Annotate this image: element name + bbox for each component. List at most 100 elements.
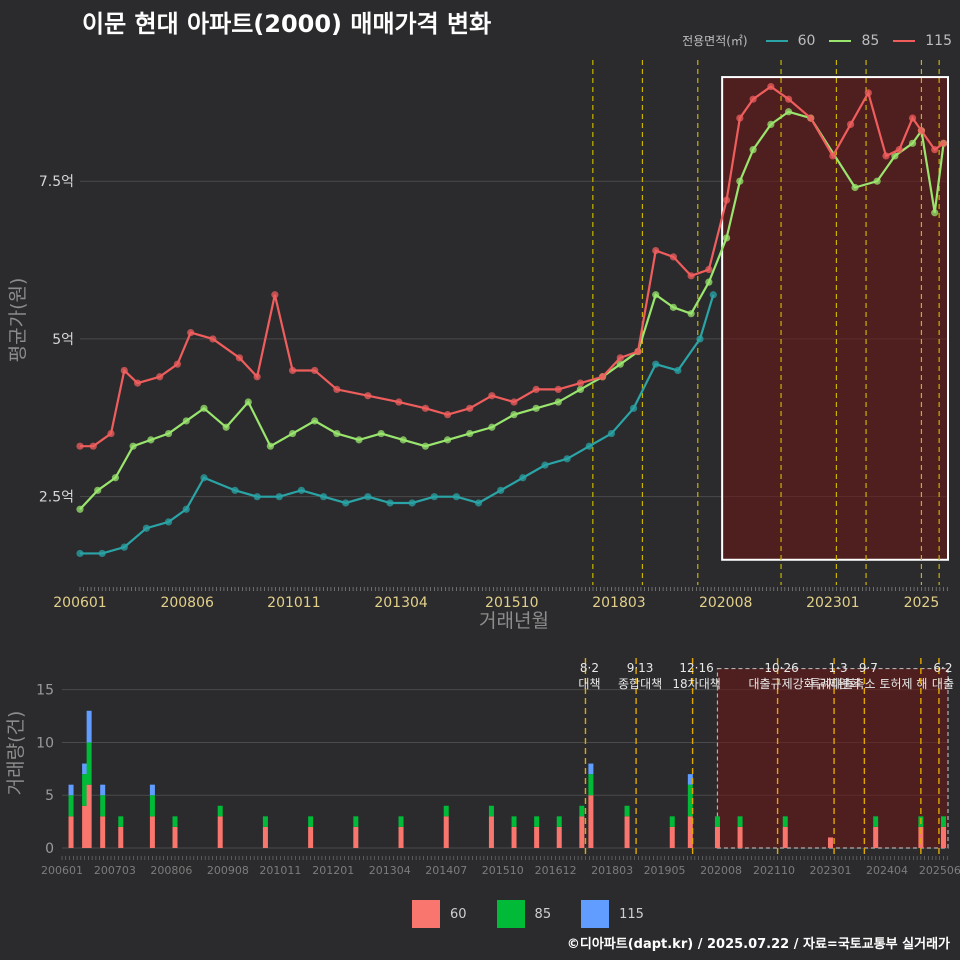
point-85 — [652, 291, 660, 299]
point-85 — [891, 152, 899, 160]
x-tick-label: 200806 — [160, 595, 214, 611]
point-85 — [182, 417, 190, 425]
point-115 — [846, 120, 855, 129]
point-115 — [917, 127, 926, 135]
x-tick-label: 201304 — [374, 595, 428, 611]
bar-85 — [669, 816, 675, 827]
bar-115 — [687, 774, 693, 785]
point-85 — [722, 234, 731, 242]
point-85 — [576, 385, 585, 394]
point-115 — [749, 95, 757, 103]
price-chart: 2.5억 5억 7.5억 200601 200806 201011 201304 201510… — [7, 60, 950, 632]
policy-date: 10·26 — [764, 661, 798, 675]
bar-60 — [308, 826, 314, 848]
volume-legend-swatch-115 — [581, 900, 610, 928]
bar-85 — [940, 816, 946, 827]
bar-85 — [308, 816, 314, 827]
point-115 — [133, 379, 142, 387]
bar-85 — [534, 816, 540, 827]
bar-85 — [687, 784, 693, 817]
point-115 — [939, 139, 948, 147]
bar-60 — [68, 816, 74, 848]
point-85 — [510, 411, 518, 419]
y-tick-label: 2.5억 — [39, 490, 74, 506]
point-60 — [182, 505, 190, 513]
bar-60 — [100, 816, 106, 848]
point-60 — [585, 442, 593, 450]
point-85 — [377, 429, 385, 438]
policy-date: 12·16 — [679, 661, 713, 675]
x-tick-label: 201510 — [482, 864, 524, 877]
policy-date: 9·7 — [859, 661, 878, 675]
point-60 — [696, 335, 704, 343]
bar-60 — [82, 805, 88, 848]
bar-60 — [873, 826, 879, 848]
bar-115 — [82, 763, 88, 775]
policy-label: 종합대책 — [618, 676, 662, 691]
point-85 — [736, 177, 744, 185]
point-85 — [129, 442, 137, 450]
bar-60 — [488, 816, 494, 848]
bar-85 — [398, 816, 404, 827]
point-60 — [297, 486, 306, 494]
bar-60 — [782, 826, 788, 848]
point-85 — [421, 442, 430, 450]
legend-name-60: 60 — [797, 32, 816, 49]
bar-85 — [782, 816, 788, 827]
policy-date: 8·2 — [580, 661, 599, 675]
point-85 — [355, 436, 363, 444]
legend-name-85: 85 — [861, 32, 880, 49]
point-60 — [430, 493, 438, 501]
y-tick-label: 7.5억 — [39, 174, 74, 190]
x-tick-label: 201612 — [535, 864, 577, 877]
point-85 — [749, 146, 757, 154]
bar-85 — [68, 795, 74, 817]
point-85 — [222, 423, 230, 431]
series-line-60 — [80, 294, 715, 555]
policy-date: 9·13 — [627, 661, 654, 675]
bar-85 — [353, 816, 359, 827]
bar-85 — [556, 816, 562, 827]
x-tick-label: 200703 — [94, 864, 136, 877]
point-60 — [519, 474, 527, 482]
point-85 — [687, 310, 695, 318]
policy-date: 6·2 — [933, 661, 952, 675]
bar-85 — [488, 805, 494, 817]
highlight-box — [716, 667, 949, 849]
bar-60 — [511, 826, 517, 848]
point-85 — [443, 436, 452, 444]
point-60 — [200, 474, 208, 482]
point-115 — [864, 89, 872, 97]
volume-legend-swatch-60 — [412, 900, 440, 928]
point-85 — [76, 505, 84, 513]
point-115 — [156, 373, 164, 381]
bar-60 — [940, 826, 946, 848]
bar-85 — [217, 805, 223, 817]
x-axis-title: 거래년월 — [479, 610, 549, 632]
point-60 — [164, 518, 173, 526]
point-85 — [164, 429, 173, 438]
point-115 — [895, 146, 903, 154]
bar-85 — [82, 774, 88, 806]
point-60 — [364, 493, 372, 501]
bar-60 — [669, 826, 675, 848]
x-tick-label: 201011 — [267, 595, 320, 611]
policy-label: 대출규제강화 — [748, 677, 814, 691]
bar-85 — [511, 816, 517, 827]
point-60 — [709, 291, 717, 299]
bar-60 — [588, 795, 594, 848]
bar-85 — [100, 795, 106, 817]
point-115 — [736, 114, 744, 122]
y-axis-title: 거래량(건) — [5, 711, 27, 796]
point-60 — [607, 429, 616, 438]
point-85 — [488, 423, 496, 431]
point-85 — [767, 120, 775, 129]
bar-85 — [443, 805, 449, 817]
point-85 — [311, 417, 319, 425]
point-115 — [107, 429, 115, 438]
x-tick-label: 200601 — [41, 864, 83, 877]
x-tick-label: 202301 — [806, 595, 859, 611]
point-115 — [807, 114, 815, 122]
point-115 — [253, 373, 261, 381]
bar-115 — [86, 710, 92, 743]
